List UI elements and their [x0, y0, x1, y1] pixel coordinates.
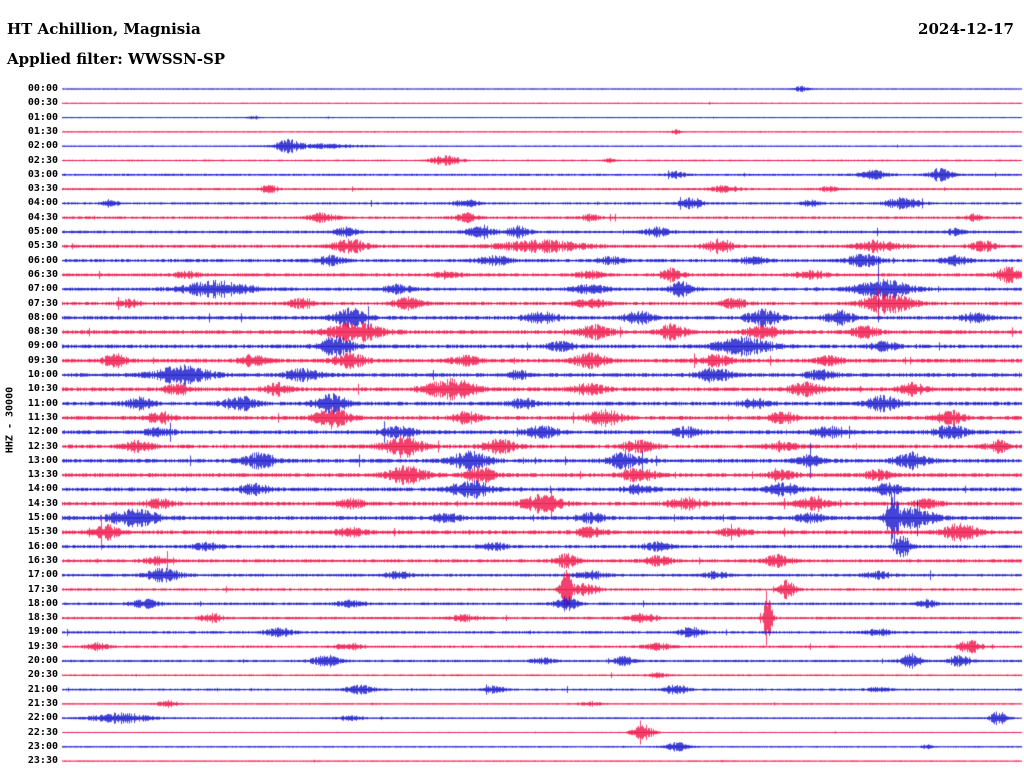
seismogram-trace-area [0, 0, 1024, 780]
helicorder-page: HT Achillion, Magnisia 2024-12-17 Applie… [0, 0, 1024, 780]
